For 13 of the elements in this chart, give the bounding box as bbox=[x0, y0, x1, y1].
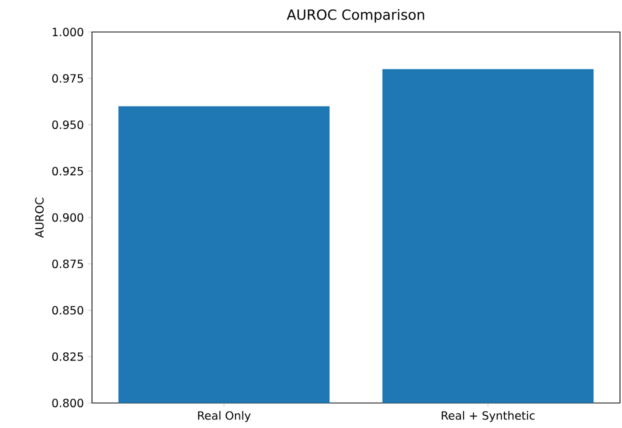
y-tick-label: 0.825 bbox=[52, 352, 83, 361]
x-tick-label: Real Only bbox=[198, 411, 251, 422]
y-axis-title: AUROC bbox=[35, 198, 44, 238]
y-tick-label: 0.900 bbox=[52, 213, 84, 222]
y-tick-label: 0.800 bbox=[52, 398, 84, 408]
y-tick-label: 0.850 bbox=[52, 306, 84, 315]
y-tick-label: 0.975 bbox=[52, 74, 83, 83]
y-tick-label: 0.875 bbox=[52, 260, 83, 268]
y-tick-label: 1.000 bbox=[52, 28, 84, 36]
chart-title: AUROC Comparison bbox=[286, 9, 424, 23]
y-tick-label: 0.925 bbox=[52, 166, 83, 176]
y-tick-label: 0.950 bbox=[52, 120, 84, 130]
x-tick-label: Real + Synthetic bbox=[442, 411, 535, 422]
